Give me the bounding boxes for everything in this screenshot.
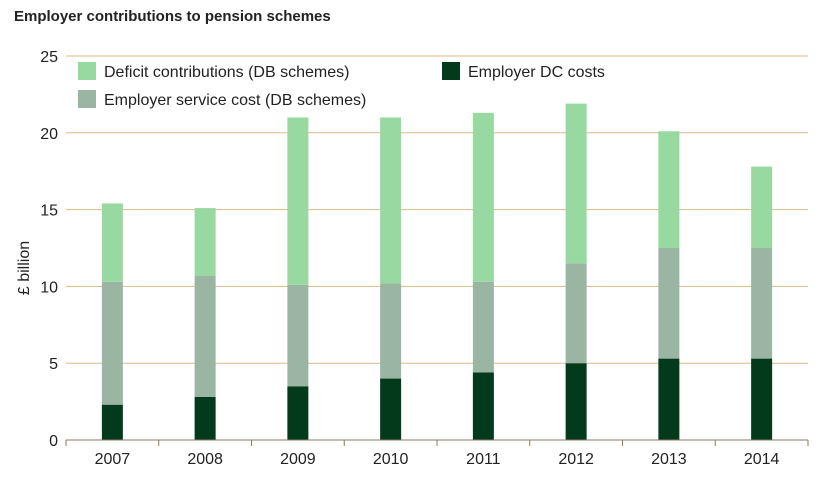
- bar-2007-series-0: [101, 404, 123, 440]
- legend-swatch-2: [78, 62, 96, 80]
- bar-2010-series-1: [380, 283, 402, 379]
- bar-2013-series-2: [658, 131, 680, 248]
- y-tick-label: 10: [40, 279, 58, 296]
- x-tick-label: 2014: [744, 451, 780, 468]
- bar-2012-series-0: [565, 363, 587, 440]
- legend-label-2: Deficit contributions (DB schemes): [104, 64, 349, 81]
- y-tick-label: 15: [40, 203, 58, 220]
- y-tick-label: 5: [49, 356, 58, 373]
- bar-2008-series-0: [194, 396, 216, 440]
- x-tick-label: 2013: [651, 451, 687, 468]
- bar-2007-series-2: [101, 203, 123, 282]
- x-tick-label: 2007: [95, 451, 131, 468]
- chart-title: Employer contributions to pension scheme…: [14, 8, 331, 25]
- x-tick-label: 2011: [466, 451, 501, 468]
- bar-2012-series-1: [565, 263, 587, 364]
- bar-2010-series-0: [380, 378, 402, 440]
- gridlines: [66, 55, 808, 364]
- bar-2011-series-0: [472, 372, 494, 440]
- legend-label-0: Employer DC costs: [468, 64, 605, 81]
- bar-2010-series-2: [380, 117, 402, 284]
- bar-2009-series-0: [287, 386, 309, 440]
- axes: 0 5 10 15 20 25 £ billion 2007 2008 2009 2010 2011 2…: [16, 49, 809, 468]
- bar-2014-series-1: [751, 248, 773, 359]
- bar-2008-series-1: [194, 275, 216, 397]
- bar-2013-series-1: [658, 248, 680, 359]
- bar-2013-series-0: [658, 358, 680, 440]
- x-tick-label: 2012: [558, 451, 594, 468]
- legend-swatch-0: [442, 62, 460, 80]
- bar-2008-series-2: [194, 208, 216, 276]
- bars: [101, 103, 773, 440]
- legend-label-1: Employer service cost (DB schemes): [104, 92, 366, 109]
- bar-2012-series-2: [565, 103, 587, 264]
- y-tick-label: 25: [40, 49, 58, 66]
- bar-2014-series-2: [751, 166, 773, 248]
- legend-swatch-1: [78, 90, 96, 108]
- bar-2014-series-0: [751, 358, 773, 440]
- x-tick-label: 2010: [373, 451, 409, 468]
- bar-2007-series-1: [101, 281, 123, 405]
- y-axis-title: £ billion: [16, 241, 33, 295]
- bar-2009-series-2: [287, 117, 309, 285]
- y-tick-label: 0: [49, 433, 58, 450]
- bar-2009-series-1: [287, 284, 309, 387]
- y-tick-label: 20: [40, 126, 58, 143]
- x-tick-label: 2009: [280, 451, 316, 468]
- x-tick-label: 2008: [187, 451, 223, 468]
- legend: Deficit contributions (DB schemes) Employ…: [78, 62, 605, 109]
- bar-2011-series-1: [472, 281, 494, 373]
- bar-2011-series-2: [472, 112, 494, 282]
